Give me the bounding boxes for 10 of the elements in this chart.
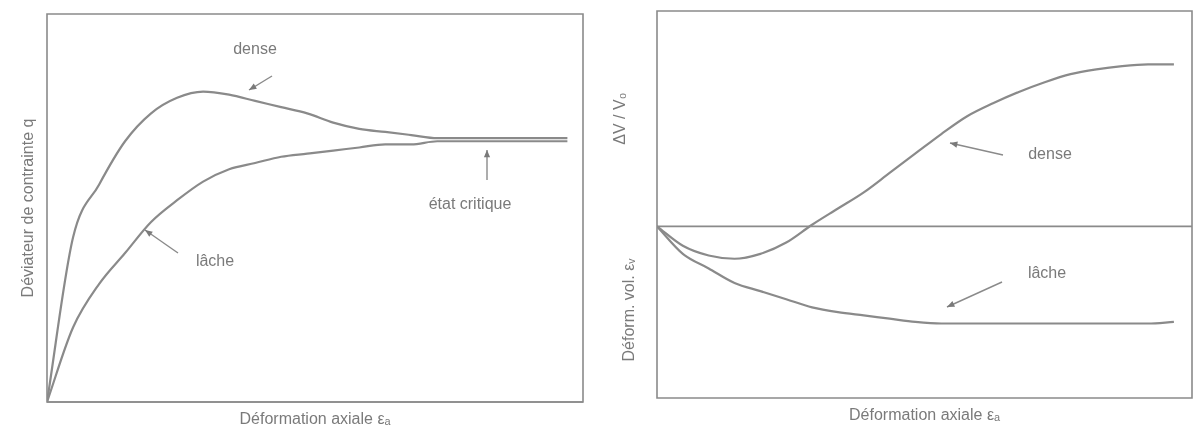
text: Déform. vol. εᵥ [620, 257, 638, 362]
annotation: lâche [1027, 264, 1067, 282]
x-axis-title: Déformation axiale εₐ [239, 410, 392, 428]
y-axis-title: Déviateur de contrainte q [19, 118, 37, 298]
y-axis-title: ΔV / V₀ [611, 92, 629, 145]
text: dense [233, 40, 277, 58]
x-axis-title: Déformation axiale εₐ [849, 406, 1002, 424]
annotation: lâche [195, 252, 235, 270]
annotation: état critique [428, 195, 512, 213]
annotation: dense [1028, 145, 1072, 163]
